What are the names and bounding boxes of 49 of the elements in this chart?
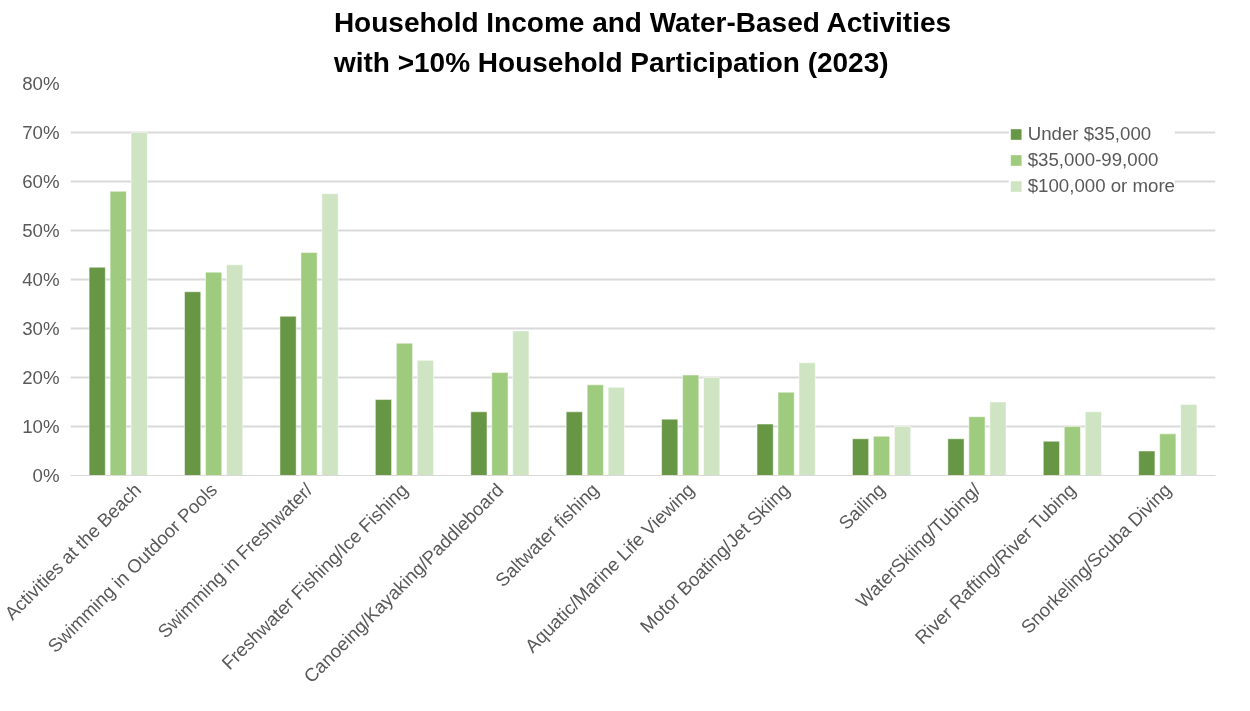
bar bbox=[777, 391, 795, 476]
y-tick-label: 50% bbox=[22, 220, 60, 241]
legend-label: $35,000-99,000 bbox=[1027, 149, 1159, 171]
bar bbox=[279, 316, 297, 476]
bar bbox=[894, 426, 911, 476]
legend-label: $100,000 or more bbox=[1027, 175, 1175, 197]
bar bbox=[989, 401, 1007, 476]
bar bbox=[565, 411, 583, 476]
bar bbox=[607, 387, 625, 476]
bar bbox=[184, 291, 201, 476]
bar bbox=[1043, 440, 1060, 476]
y-tick-label: 70% bbox=[22, 122, 60, 143]
y-tick-label: 30% bbox=[22, 318, 60, 339]
bar bbox=[798, 362, 816, 476]
bar bbox=[1180, 404, 1198, 476]
bar bbox=[491, 372, 509, 476]
bar bbox=[1159, 433, 1177, 476]
bar bbox=[586, 384, 604, 476]
bar bbox=[1085, 411, 1102, 476]
y-tick-label: 80% bbox=[22, 73, 60, 94]
bar bbox=[682, 374, 700, 476]
bar bbox=[470, 411, 488, 476]
bar bbox=[205, 271, 222, 476]
y-tick-label: 10% bbox=[22, 416, 60, 437]
bar bbox=[852, 438, 869, 476]
y-tick-label: 20% bbox=[22, 367, 60, 388]
bar bbox=[396, 342, 413, 476]
bar bbox=[109, 191, 127, 476]
bar bbox=[703, 377, 721, 476]
legend-label: Under $35,000 bbox=[1027, 123, 1152, 145]
bar bbox=[226, 264, 243, 476]
bar bbox=[947, 438, 965, 476]
y-tick-label: 0% bbox=[32, 465, 60, 486]
bar bbox=[300, 252, 318, 476]
bar bbox=[375, 399, 392, 476]
bar bbox=[1064, 426, 1081, 476]
bar bbox=[417, 360, 434, 476]
bar bbox=[321, 193, 339, 476]
bar bbox=[756, 423, 774, 476]
bar bbox=[968, 416, 986, 476]
bar bbox=[873, 436, 890, 476]
bar bbox=[661, 418, 679, 476]
y-tick-label: 40% bbox=[22, 269, 60, 290]
chart-title: Household Income and Water-Based Activities with >10% Household Participation (2023) bbox=[332, 7, 952, 79]
bar bbox=[1138, 450, 1156, 476]
y-tick-label: 60% bbox=[22, 171, 60, 192]
bar bbox=[88, 267, 106, 476]
bar bbox=[512, 330, 530, 476]
bar bbox=[130, 132, 148, 476]
